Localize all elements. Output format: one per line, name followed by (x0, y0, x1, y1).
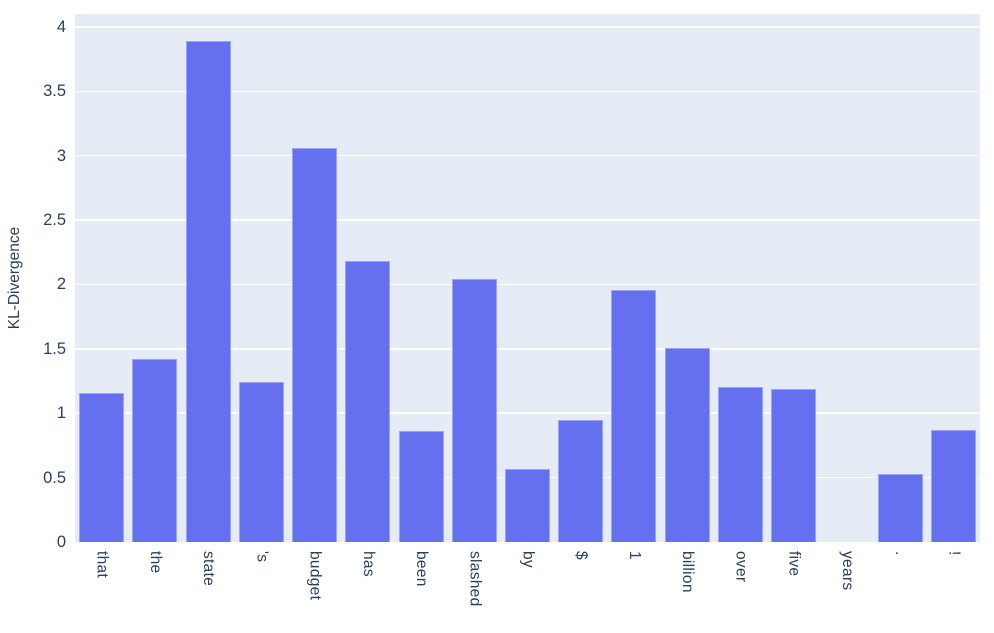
y-tick-label-1: 1 (56, 404, 66, 423)
bar-$[interactable] (558, 419, 604, 542)
x-tick-budget: budget (293, 551, 337, 600)
gridline-y-2.5 (75, 219, 980, 221)
x-tick-label: been (413, 551, 431, 587)
bar-budget[interactable] (292, 147, 338, 542)
x-tick-been: been (399, 551, 443, 587)
bar-1[interactable] (611, 289, 657, 542)
x-tick-label: has (359, 551, 377, 577)
x-tick-label: 1 (625, 551, 643, 560)
x-tick-years: years (825, 551, 869, 590)
x-tick-label: over (732, 551, 750, 583)
bar-by[interactable] (505, 468, 550, 542)
bar-billion[interactable] (664, 347, 710, 542)
gridline-y-4 (75, 26, 980, 28)
gridline-y-1.5 (75, 348, 980, 350)
y-tick-label-0: 0 (56, 533, 66, 551)
bar-that[interactable] (79, 392, 125, 542)
x-tick-$: $ (559, 551, 603, 560)
y-tick-label-3: 3 (56, 146, 66, 165)
bar-over[interactable] (717, 387, 763, 542)
x-tick-slashed: slashed (452, 551, 496, 607)
y-tick-label-2: 2 (56, 275, 66, 294)
x-tick-label: 's (253, 551, 271, 563)
x-tick-has: has (346, 551, 390, 577)
plot-area (75, 14, 980, 542)
x-tick-that: that (80, 551, 124, 578)
x-tick-label: $ (572, 551, 590, 560)
x-tick-label: years (838, 551, 856, 591)
gridline-y-3 (75, 154, 980, 157)
bar-![interactable] (930, 429, 976, 542)
x-tick-label: that (93, 551, 111, 579)
gridline-y-3.5 (75, 90, 980, 93)
gridline-y-2 (75, 283, 980, 286)
y-tick-label-1.5: 1.5 (43, 339, 66, 358)
bar-has[interactable] (345, 261, 391, 542)
bar-been[interactable] (398, 431, 444, 542)
x-tick-label: five (785, 551, 803, 577)
x-tick-'s: 's (239, 551, 283, 562)
y-tick-label-2.5: 2.5 (43, 211, 66, 230)
x-tick-label: slashed (466, 551, 484, 607)
x-tick-label: the (146, 551, 164, 574)
x-tick-label: state (200, 551, 218, 587)
y-tick-label-3.5: 3.5 (43, 82, 66, 101)
x-tick-label: ! (945, 551, 963, 556)
x-tick-label: by (519, 551, 537, 568)
bar-the[interactable] (132, 359, 178, 542)
x-tick-over: over (718, 551, 762, 582)
x-tick-billion: billion (665, 551, 709, 593)
x-tick-the: the (133, 551, 177, 573)
gridline-y-1 (75, 412, 980, 414)
bar-.[interactable] (877, 473, 923, 542)
bar-slashed[interactable] (451, 279, 497, 542)
x-tick-label: billion (679, 551, 697, 593)
x-tick-five: five (772, 551, 816, 576)
bar-five[interactable] (771, 388, 817, 542)
x-tick-1: 1 (612, 551, 656, 560)
x-tick-!: ! (931, 551, 975, 556)
x-tick-by: by (506, 551, 550, 568)
x-tick-state: state (186, 551, 230, 586)
y-tick-label-0.5: 0.5 (43, 468, 66, 487)
x-tick-label: budget (306, 551, 324, 601)
bar-state[interactable] (185, 41, 231, 542)
y-tick-label-4: 4 (56, 17, 66, 36)
x-tick-label: . (892, 551, 910, 556)
bar-'s[interactable] (238, 382, 284, 542)
x-tick-.: . (878, 551, 922, 556)
